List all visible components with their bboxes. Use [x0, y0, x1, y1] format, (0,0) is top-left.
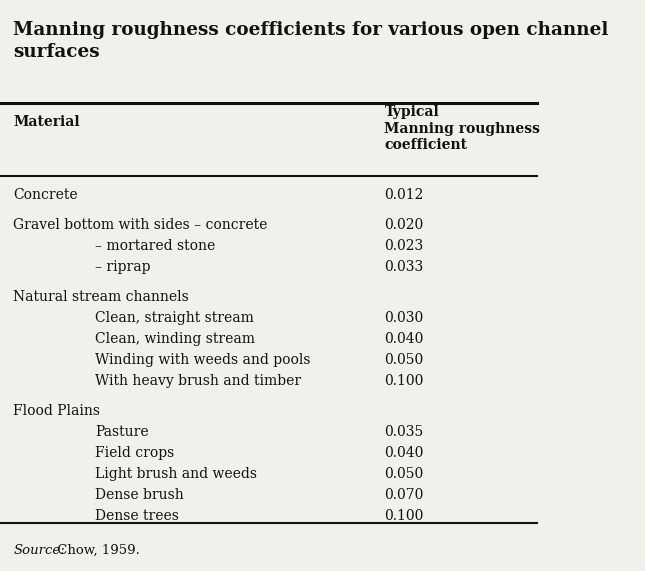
- Text: 0.100: 0.100: [384, 509, 424, 524]
- Text: Light brush and weeds: Light brush and weeds: [95, 467, 257, 481]
- Text: Source:: Source:: [13, 544, 65, 557]
- Text: Field crops: Field crops: [95, 447, 174, 460]
- Text: 0.050: 0.050: [384, 467, 424, 481]
- Text: Flood Plains: Flood Plains: [13, 404, 100, 419]
- Text: Typical
Manning roughness
coefficient: Typical Manning roughness coefficient: [384, 105, 541, 152]
- Text: Natural stream channels: Natural stream channels: [13, 290, 189, 304]
- Text: 0.023: 0.023: [384, 239, 424, 253]
- Text: Concrete: Concrete: [13, 188, 78, 202]
- Text: – mortared stone: – mortared stone: [95, 239, 215, 253]
- Text: Pasture: Pasture: [95, 425, 149, 439]
- Text: 0.012: 0.012: [384, 188, 424, 202]
- Text: Winding with weeds and pools: Winding with weeds and pools: [95, 353, 311, 367]
- Text: 0.070: 0.070: [384, 488, 424, 502]
- Text: – riprap: – riprap: [95, 260, 151, 274]
- Text: Dense brush: Dense brush: [95, 488, 184, 502]
- Text: Material: Material: [13, 115, 80, 129]
- Text: 0.033: 0.033: [384, 260, 424, 274]
- Text: Chow, 1959.: Chow, 1959.: [53, 544, 140, 557]
- Text: 0.050: 0.050: [384, 353, 424, 367]
- Text: 0.020: 0.020: [384, 218, 424, 232]
- Text: With heavy brush and timber: With heavy brush and timber: [95, 374, 301, 388]
- Text: 0.040: 0.040: [384, 447, 424, 460]
- Text: Gravel bottom with sides – concrete: Gravel bottom with sides – concrete: [13, 218, 268, 232]
- Text: Dense trees: Dense trees: [95, 509, 179, 524]
- Text: 0.030: 0.030: [384, 311, 424, 325]
- Text: Clean, winding stream: Clean, winding stream: [95, 332, 255, 346]
- Text: Manning roughness coefficients for various open channel
surfaces: Manning roughness coefficients for vario…: [13, 21, 608, 62]
- Text: 0.100: 0.100: [384, 374, 424, 388]
- Text: 0.035: 0.035: [384, 425, 424, 439]
- Text: 0.040: 0.040: [384, 332, 424, 346]
- Text: Clean, straight stream: Clean, straight stream: [95, 311, 254, 325]
